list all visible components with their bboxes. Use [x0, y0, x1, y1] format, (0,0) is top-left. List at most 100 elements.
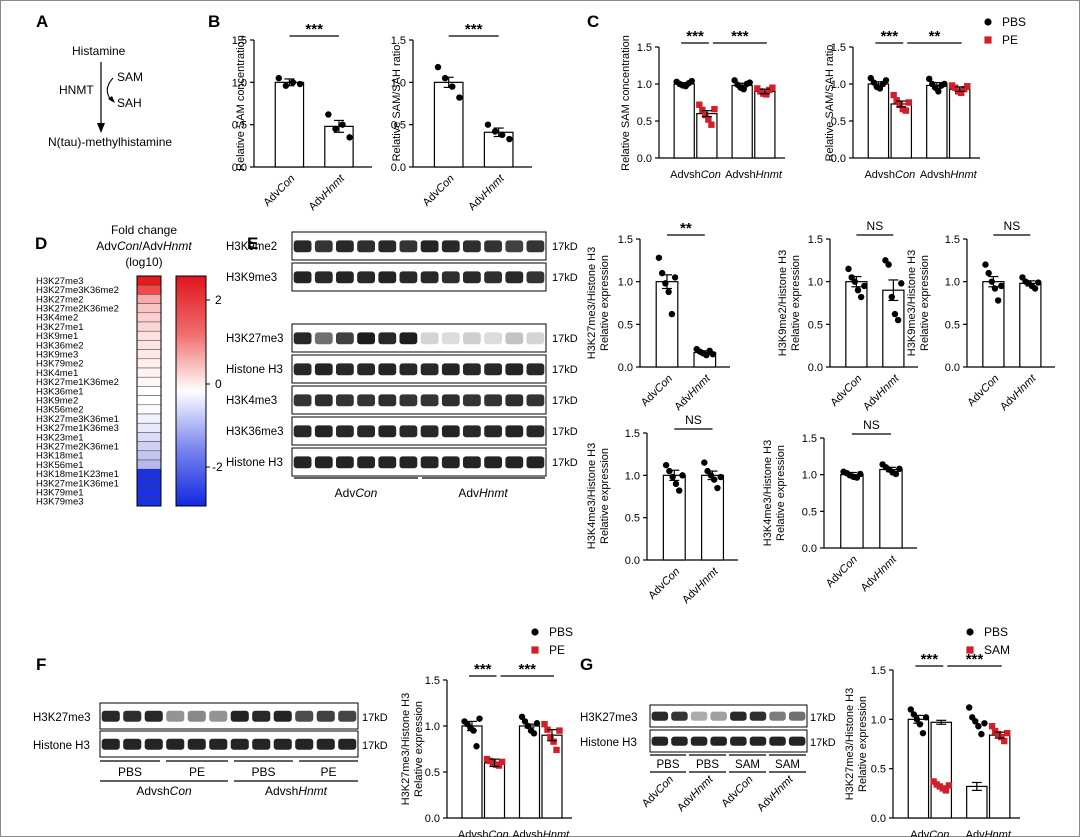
blot-e-row-band [484, 456, 502, 469]
chart-g1: 0.0 0.5 1.0 1.5 H3K27me3/Histone H3 Relative … [844, 651, 1020, 837]
blot-panel-f: H3K27me3 17kD Histone H3 17kD [33, 702, 388, 758]
heatmap-row-label: H3K79me2 [36, 359, 84, 370]
blot-e-row-band [357, 271, 375, 284]
panel-label-c: C [587, 12, 599, 31]
data-point [676, 487, 683, 494]
blot-e-row-band [399, 456, 418, 469]
heatmap-title-line3: (log10) [125, 255, 162, 269]
y-tick-label: 1.5 [802, 433, 817, 445]
blot-e-row-band [420, 394, 439, 407]
blot-e-row-band [484, 363, 502, 376]
blot-e-row-band [463, 363, 481, 376]
data-point [476, 715, 483, 722]
pathway-diagram: Histamine HNMT SAM SAH N(tau)-methylhist… [48, 44, 172, 149]
blot-e-row-band [505, 363, 524, 376]
y-tick-label: 0.0 [808, 362, 823, 374]
blot-e-row-band [378, 240, 397, 253]
bar [274, 81, 305, 168]
blot-e-row-band [463, 456, 481, 469]
heatmap-row-label: H3K27me3K36me2 [36, 285, 119, 296]
blot-f-row-band [230, 738, 249, 750]
blot-e-row-band [314, 240, 333, 253]
data-point [861, 282, 868, 290]
blot-f-row-band [252, 738, 271, 750]
blot-f-row-band [166, 710, 185, 722]
significance-label: *** [921, 651, 939, 668]
data-point [679, 472, 686, 479]
y-axis-label: H3K4me3/Histone H3 [586, 443, 598, 549]
blot-e-row-band [505, 332, 524, 345]
data-point [896, 465, 903, 472]
y-axis-label: H3K27me3/Histone H3 [400, 693, 412, 806]
blot-e-row-band [378, 363, 397, 376]
significance-label: *** [305, 21, 323, 38]
heatmap-cell [136, 294, 162, 304]
blot-e-row-band [293, 456, 312, 469]
blot-e-row-band [357, 363, 375, 376]
blot-e-row-band [420, 425, 439, 438]
y-tick-label: 1.5 [945, 234, 960, 246]
bar [1019, 282, 1042, 368]
data-point [890, 91, 897, 99]
blot-g-row-band [788, 711, 806, 721]
bar [879, 468, 903, 549]
data-point [456, 94, 463, 101]
x-group-label: AdvshHnmt [725, 169, 783, 181]
blot-f-row-band [209, 738, 228, 750]
y-tick-label: 1.5 [808, 234, 823, 246]
blot-f-row-band [316, 738, 335, 750]
histamine-label: Histamine [72, 44, 126, 58]
blot-e-row-band [463, 332, 481, 345]
blot-e-kd: 17kD [552, 364, 578, 376]
data-point [964, 83, 971, 90]
blot-f-treat-label: PE [189, 765, 205, 779]
blot-f-row-band [273, 738, 292, 750]
data-point [851, 278, 859, 285]
blot-e-row-band [399, 394, 418, 407]
bar [926, 84, 948, 159]
heatmap-row-label: H3K27me1K36me2 [36, 377, 119, 388]
blot-e-row-band [357, 240, 375, 253]
blot-e-row-band [484, 332, 502, 345]
y-tick-label: 0.5 [618, 319, 633, 331]
data-point [708, 121, 715, 128]
blot-f-group-right: AdvshHnmt [265, 784, 328, 798]
blot-e-row-band [441, 271, 460, 284]
blot-e-row-band [526, 240, 545, 253]
product-label: N(tau)-methylhistamine [48, 135, 172, 149]
y-tick-label: 1.0 [232, 77, 247, 89]
blot-f-row-frame [99, 730, 359, 758]
y-tick-label: 0.5 [945, 319, 960, 331]
blot-e-row-band [336, 332, 354, 345]
data-point [518, 713, 526, 720]
data-point [941, 80, 948, 88]
blot-f-row-band [101, 710, 120, 722]
blot-g-row-band [788, 736, 806, 746]
heatmap-panel: Fold change AdvCon/AdvHnmt (log10) H3K27… [36, 223, 223, 508]
data-point [891, 310, 899, 318]
blot-e-row-band [336, 394, 354, 407]
blot-e-row-band [357, 394, 375, 407]
blot-e-row-band [378, 456, 397, 469]
data-point [854, 287, 862, 294]
heatmap-row-label: H3K27me2K36me2 [36, 304, 119, 315]
y-axis-label-line2: Relative expression [919, 255, 931, 351]
data-point [998, 282, 1005, 290]
blot-e-row-band [505, 240, 524, 253]
heatmap-cell [136, 487, 162, 498]
y-tick-label: 1.0 [831, 79, 846, 91]
blot-e-label: H3K27me3 [226, 333, 284, 345]
blot-panel-e: H3K9me2 17kD H3K9me3 17kD H3K27me3 17kD Histon… [226, 231, 578, 477]
blot-e-row-band [505, 394, 524, 407]
data-point [893, 97, 900, 104]
bar [988, 734, 1011, 819]
data-point [696, 101, 703, 108]
heatmap-row-label: H3K27me2 [36, 294, 84, 305]
y-tick-label: 1.5 [625, 428, 640, 440]
data-point [484, 121, 492, 128]
data-point [339, 121, 346, 128]
x-group-label: AdvshCon [864, 169, 915, 181]
data-point [945, 782, 953, 789]
legend-marker-red [966, 646, 974, 654]
